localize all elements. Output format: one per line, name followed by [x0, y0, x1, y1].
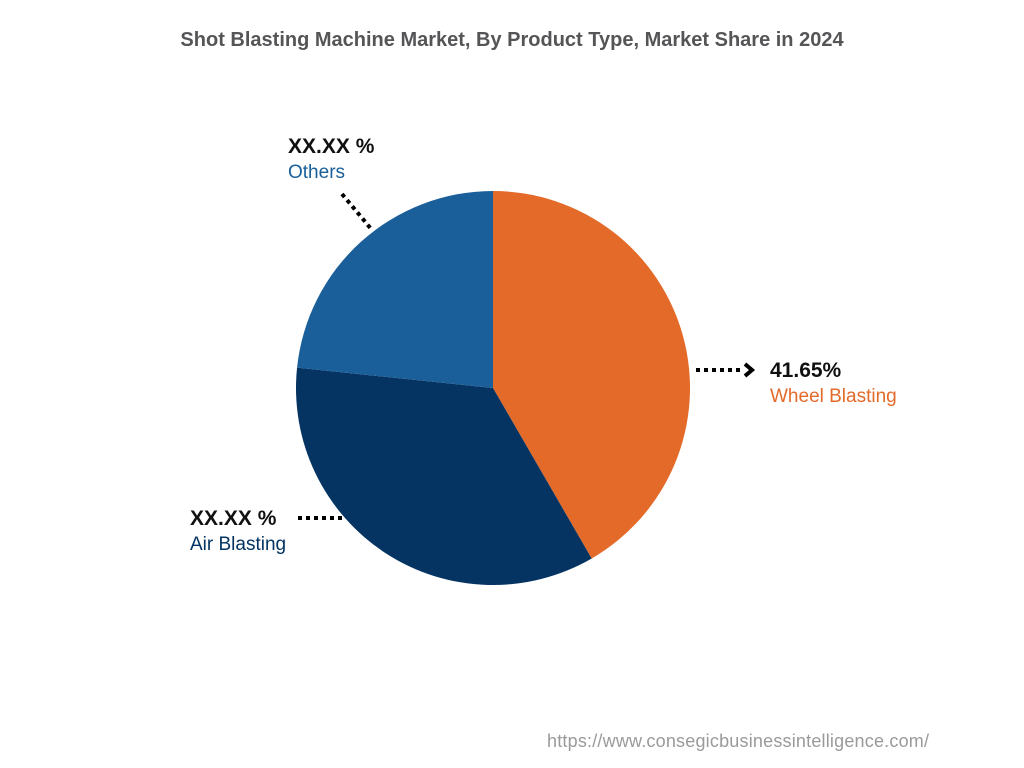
others-label: XX.XX % Others [288, 135, 374, 184]
pie-slice-wheel-blasting [493, 191, 691, 559]
pie-slice-others [297, 191, 493, 388]
wheel-label: 41.65% Wheel Blasting [770, 359, 897, 408]
others-name: Others [288, 162, 346, 183]
source-url: https://www.consegicbusinessintelligence… [547, 731, 930, 751]
chart-title: Shot Blasting Machine Market, By Product… [180, 29, 844, 51]
wheel-name: Wheel Blasting [770, 386, 897, 407]
pie-slice-air-blasting [295, 367, 592, 586]
wheel-value: 41.65% [770, 359, 842, 382]
air-value: XX.XX % [190, 507, 277, 530]
air-name: Air Blasting [190, 534, 287, 555]
others-value: XX.XX % [288, 135, 375, 158]
others-callout-line [340, 192, 374, 232]
air-label: XX.XX % Air Blasting [190, 507, 286, 556]
wheel-callout-arrow-icon [743, 362, 756, 378]
